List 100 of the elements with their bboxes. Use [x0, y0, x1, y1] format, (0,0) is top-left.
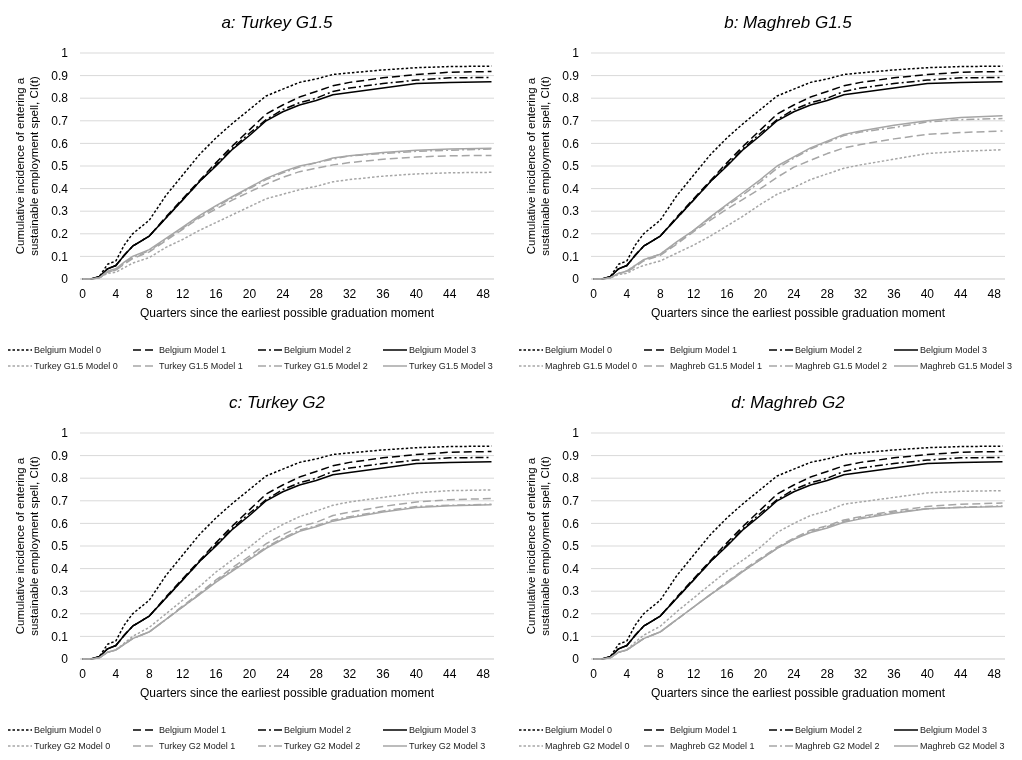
x-tick-label: 32 [342, 667, 357, 681]
legend-label: Maghreb G2 Model 0 [545, 741, 630, 752]
x-tick-label: 24 [787, 667, 801, 681]
y-tick-label: 0.7 [51, 494, 69, 508]
x-tick-label: 16 [209, 287, 224, 301]
x-tick-label: 36 [887, 667, 901, 681]
legend-label: Maghreb G1.5 Model 1 [670, 361, 763, 372]
x-tick-label: 48 [987, 287, 1002, 301]
y-tick-label: 0.9 [51, 68, 69, 83]
legend-label: Belgium Model 0 [34, 345, 102, 356]
legend-label: Belgium Model 3 [409, 725, 477, 736]
chart-title: b: Maghreb G1.5 [724, 13, 853, 32]
y-tick-label: 1 [61, 46, 69, 61]
legend-label: Turkey G1.5 Model 0 [34, 361, 118, 372]
y-tick-label: 0.9 [562, 448, 580, 463]
x-tick-label: 32 [342, 287, 357, 301]
y-axis-title: Cumulative incidence of entering a sustainable employment spell, CI(t) [14, 76, 40, 256]
x-tick-label: 8 [656, 667, 664, 681]
legend-label: Belgium Model 2 [284, 725, 352, 736]
x-axis-title: Quarters since the earliest possible graduation moment [650, 686, 946, 700]
y-tick-label: 0 [572, 272, 580, 287]
y-tick-label: 0 [61, 652, 69, 667]
y-tick-label: 0.8 [562, 471, 580, 486]
y-tick-label: 0.1 [562, 629, 580, 644]
x-tick-label: 36 [376, 667, 390, 681]
y-axis-title: Cumulative incidence of entering a sustainable employment spell, CI(t) [14, 456, 40, 636]
y-tick-label: 0.6 [51, 136, 69, 151]
legend-label: Maghreb G2 Model 3 [920, 741, 1005, 752]
legend-label: Belgium Model 2 [795, 725, 863, 736]
y-tick-label: 0.5 [51, 539, 69, 554]
legend-label: Belgium Model 3 [920, 725, 988, 736]
y-tick-label: 0.7 [562, 494, 580, 508]
y-tick-label: 0.7 [51, 114, 69, 128]
x-tick-label: 4 [112, 667, 120, 681]
x-tick-label: 32 [853, 667, 868, 681]
x-axis-title: Quarters since the earliest possible graduation moment [139, 686, 435, 700]
legend-label: Turkey G1.5 Model 2 [284, 361, 368, 372]
legend-label: Maghreb G2 Model 2 [795, 741, 880, 752]
x-tick-label: 8 [145, 667, 153, 681]
x-tick-label: 8 [145, 287, 153, 301]
x-tick-label: 40 [409, 287, 424, 301]
y-tick-label: 0.9 [562, 68, 580, 83]
y-tick-label: 0.4 [562, 561, 580, 576]
legend-label: Belgium Model 1 [670, 345, 738, 356]
y-tick-label: 0.3 [51, 204, 69, 219]
y-tick-label: 0.6 [51, 516, 69, 531]
x-tick-label: 40 [409, 667, 424, 681]
y-axis-title: Cumulative incidence of entering a sustainable employment spell, CI(t) [525, 76, 551, 256]
legend-label: Belgium Model 3 [920, 345, 988, 356]
y-tick-label: 0.1 [51, 629, 69, 644]
y-tick-label: 0.7 [562, 114, 580, 128]
y-tick-label: 0.3 [562, 204, 580, 219]
legend-label: Turkey G2 Model 3 [409, 741, 486, 752]
legend-label: Maghreb G1.5 Model 2 [795, 361, 888, 372]
y-tick-label: 1 [572, 46, 580, 61]
x-tick-label: 24 [276, 667, 290, 681]
x-tick-label: 48 [476, 667, 491, 681]
y-tick-label: 0.2 [562, 607, 580, 621]
y-tick-label: 1 [61, 426, 69, 441]
x-tick-label: 28 [820, 667, 835, 681]
x-tick-label: 24 [787, 287, 801, 301]
chart-title: a: Turkey G1.5 [221, 13, 334, 32]
x-tick-label: 12 [686, 287, 701, 301]
x-tick-label: 44 [954, 667, 968, 681]
x-axis-title: Quarters since the earliest possible graduation moment [139, 306, 435, 320]
legend-label: Belgium Model 0 [34, 725, 102, 736]
x-tick-label: 0 [79, 287, 87, 301]
legend-label: Belgium Model 0 [545, 345, 613, 356]
x-tick-label: 16 [209, 667, 224, 681]
legend-label: Turkey G2 Model 2 [284, 741, 361, 752]
x-tick-label: 28 [309, 667, 324, 681]
y-tick-label: 0.5 [51, 159, 69, 174]
y-tick-label: 0.8 [562, 91, 580, 106]
legend-label: Belgium Model 0 [545, 725, 613, 736]
x-tick-label: 40 [920, 667, 935, 681]
x-tick-label: 8 [656, 287, 664, 301]
x-tick-label: 4 [623, 667, 631, 681]
legend-label: Belgium Model 2 [284, 345, 352, 356]
x-tick-label: 36 [376, 287, 390, 301]
y-tick-label: 0.3 [562, 584, 580, 599]
x-tick-label: 48 [987, 667, 1002, 681]
x-tick-label: 12 [686, 667, 701, 681]
x-tick-label: 16 [720, 667, 735, 681]
x-tick-label: 12 [175, 667, 190, 681]
y-tick-label: 0.2 [562, 227, 580, 241]
legend-label: Belgium Model 1 [159, 725, 227, 736]
x-tick-label: 24 [276, 287, 290, 301]
y-tick-label: 0.5 [562, 159, 580, 174]
x-tick-label: 20 [753, 667, 768, 681]
x-tick-label: 48 [476, 287, 491, 301]
x-tick-label: 0 [590, 667, 598, 681]
x-tick-label: 12 [175, 287, 190, 301]
y-tick-label: 0 [61, 272, 69, 287]
y-tick-label: 0.8 [51, 471, 69, 486]
y-tick-label: 0.6 [562, 136, 580, 151]
x-axis-title: Quarters since the earliest possible graduation moment [650, 306, 946, 320]
x-tick-label: 28 [820, 287, 835, 301]
y-tick-label: 0.2 [51, 227, 69, 241]
y-tick-label: 0.4 [51, 561, 69, 576]
x-tick-label: 4 [112, 287, 120, 301]
